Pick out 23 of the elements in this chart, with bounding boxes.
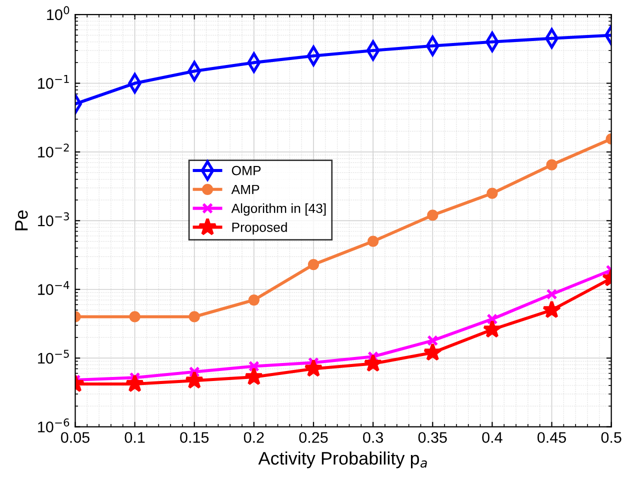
legend-label: Algorithm in [43] [231,203,326,216]
x-tick-label: 0.25 [299,432,328,443]
legend-label: AMP [231,184,260,194]
x-tick-label: 0.4 [482,432,502,443]
legend-label: OMP [232,166,261,176]
x-tick-label: 0.15 [180,432,209,443]
x-tick-label: 0.2 [244,432,264,443]
legend-label: Proposed [232,222,287,235]
y-tick-label: 10$^{−3}$ [38,212,69,226]
x-axis-title: Activity Probability p$_{a}$ [258,451,427,468]
x-tick-label: 0.5 [601,432,622,443]
y-tick-label: 10$^{−1}$ [38,75,69,89]
y-tick-label: 10$^{−2}$ [38,144,69,158]
x-tick-label: 0.05 [60,432,90,443]
y-tick-label: 10$^{0}$ [47,6,70,20]
y-tick-label: 10$^{−5}$ [38,350,69,364]
x-tick-label: 0.35 [418,432,447,443]
y-axis-title: Pe [15,210,28,230]
y-tick-label: 10$^{−4}$ [38,281,70,295]
x-tick-label: 0.45 [537,432,566,443]
x-tick-label: 0.1 [124,432,145,443]
y-tick-label: 10$^{−6}$ [38,418,70,432]
x-tick-label: 0.3 [363,432,384,443]
